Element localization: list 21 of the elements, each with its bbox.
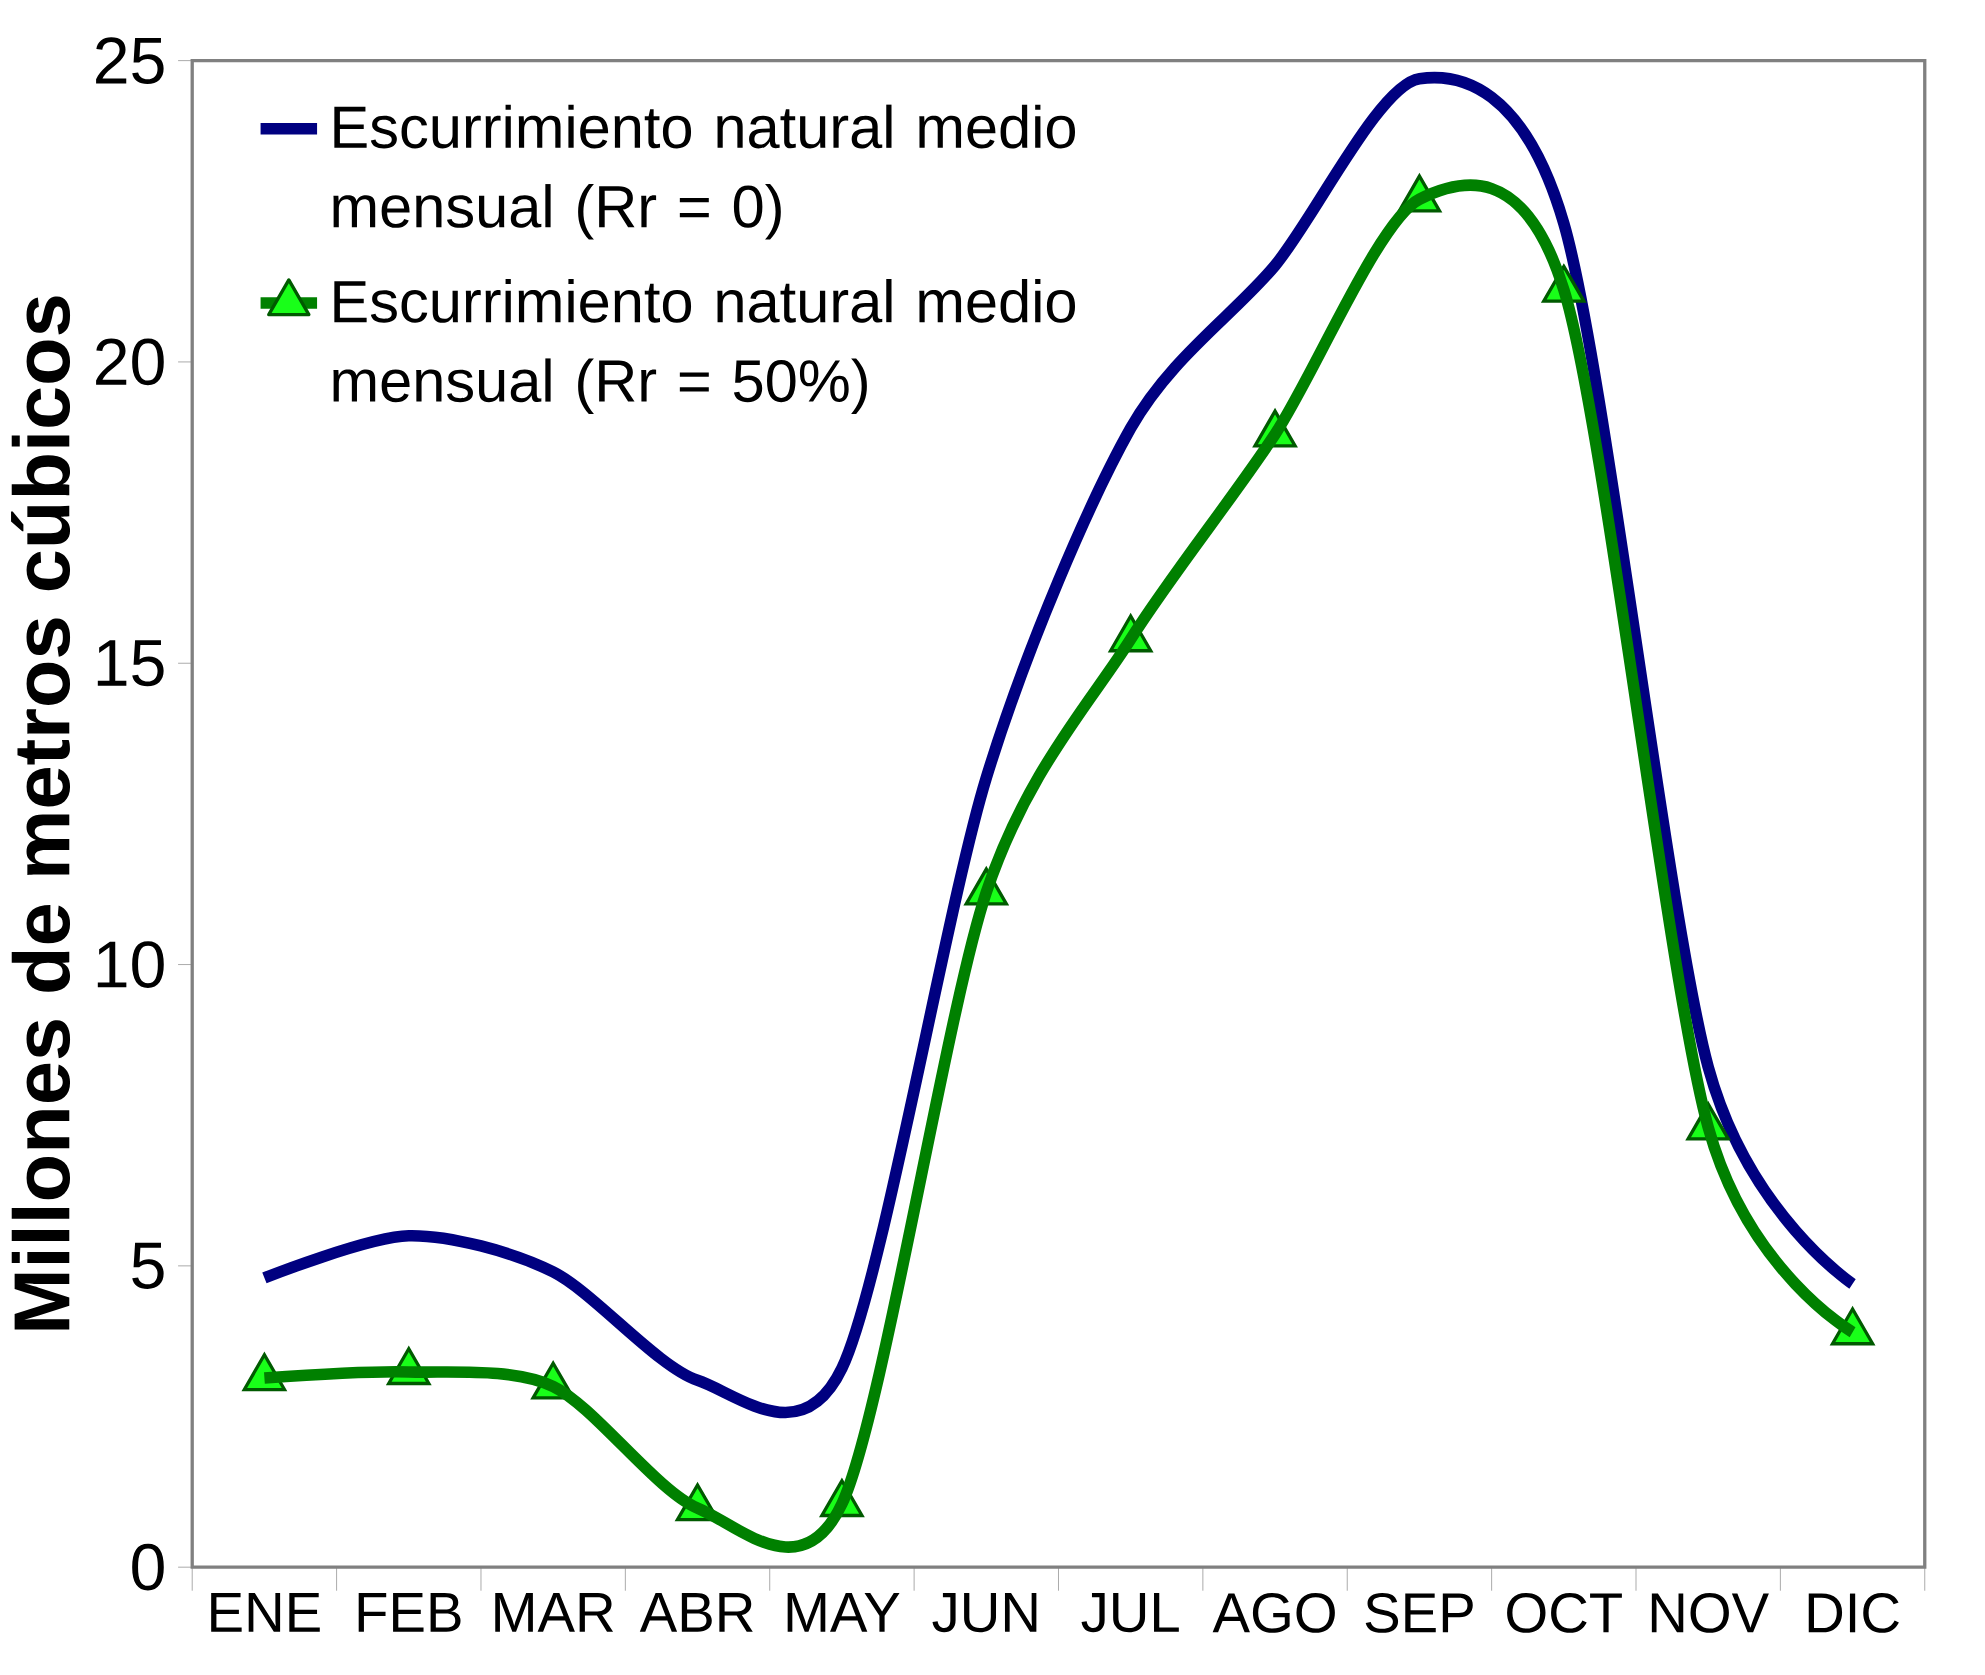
x-tick-label: JUN [932,1593,1037,1633]
y-tick-label: 25 [96,37,164,85]
legend-label: Escurrimiento natural medio mensual (Rr = 50%) [333,279,1076,415]
x-tick-label: ENE [211,1593,320,1632]
x-tick-label: FEB [358,1593,461,1632]
x-tick-label: AGO [1212,1593,1335,1634]
x-tick-label: NOV [1651,1593,1769,1634]
x-tick-label: MAR [495,1593,614,1632]
y-tick-label: 15 [97,640,164,687]
x-tick-label: JUL [1081,1593,1179,1633]
x-tick-label: MAY [787,1593,900,1632]
y-tick-label: 20 [96,338,164,386]
x-tick-label: OCT [1507,1593,1622,1634]
y-tick-label: 10 [97,941,164,989]
y-tick-label: 5 [132,1243,164,1290]
x-tick-label: ABR [639,1593,753,1632]
legend-label: Escurrimiento natural medio mensual (Rr = 0) [333,104,1076,240]
y-tick-label: 0 [132,1544,164,1591]
y-axis-title: Millones de metros cúbicos [11,296,71,1330]
x-tick-label: SEP [1365,1593,1473,1634]
x-tick-label: DIC [1808,1593,1899,1634]
